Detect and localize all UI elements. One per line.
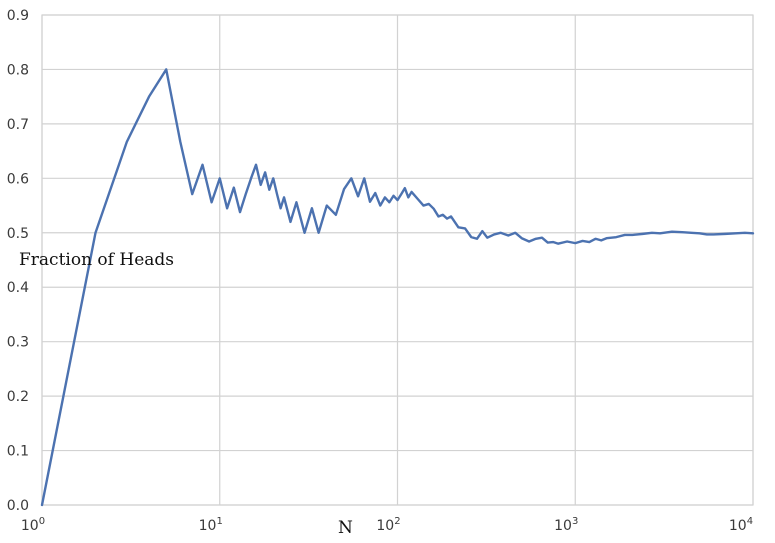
x-tick-base: 10 bbox=[199, 518, 217, 534]
x-tick-exponent: 0 bbox=[39, 516, 45, 527]
fraction-of-heads-line bbox=[40, 68, 755, 507]
y-tick-labels: 0.0 0.1 0.2 0.3 0.4 0.5 0.6 0.7 0.8 0.9 bbox=[7, 8, 29, 514]
x-tick-exponent: 2 bbox=[394, 516, 400, 527]
x-tick-label: 104 bbox=[729, 516, 753, 534]
y-tick-label: 0.2 bbox=[7, 389, 29, 405]
plot-frame bbox=[41, 14, 754, 506]
x-tick-base: 10 bbox=[554, 518, 572, 534]
y-tick-label: 0.7 bbox=[7, 117, 29, 133]
x-axis-label: N bbox=[338, 518, 353, 538]
y-tick-label: 0.1 bbox=[7, 444, 29, 460]
x-tick-labels: 100 101 102 103 104 bbox=[21, 516, 753, 534]
x-tick-exponent: 1 bbox=[216, 516, 222, 527]
y-tick-label: 0.9 bbox=[7, 8, 29, 24]
x-tick-base: 10 bbox=[729, 518, 747, 534]
x-tick-base: 10 bbox=[21, 518, 39, 534]
y-axis-label: Fraction of Heads bbox=[19, 250, 174, 270]
y-tick-label: 0.8 bbox=[7, 62, 29, 78]
y-tick-label: 0.3 bbox=[7, 335, 29, 351]
x-tick-exponent: 3 bbox=[572, 516, 578, 527]
x-tick-label: 102 bbox=[376, 516, 400, 534]
x-tick-label: 100 bbox=[21, 516, 45, 534]
y-tick-label: 0.6 bbox=[7, 171, 29, 187]
y-tick-label: 0.5 bbox=[7, 226, 29, 242]
x-tick-exponent: 4 bbox=[747, 516, 753, 527]
x-tick-label: 101 bbox=[199, 516, 223, 534]
y-tick-label: 0.0 bbox=[7, 498, 29, 514]
x-tick-label: 103 bbox=[554, 516, 578, 534]
y-tick-label: 0.4 bbox=[7, 280, 29, 296]
x-tick-base: 10 bbox=[376, 518, 394, 534]
